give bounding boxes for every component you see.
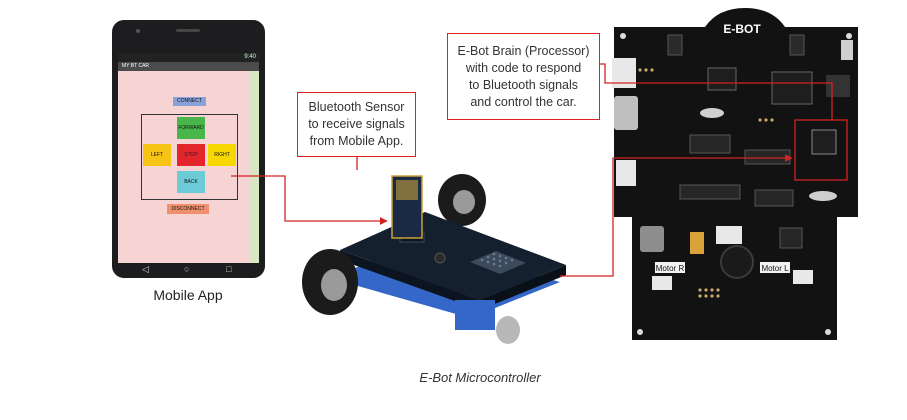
switch xyxy=(841,40,853,60)
led-matrix xyxy=(470,251,526,274)
callout-line: to receive signals xyxy=(308,117,405,131)
car-to-processor-arrow xyxy=(560,154,793,277)
annotation-lines xyxy=(231,63,848,277)
back-button[interactable]: BACK xyxy=(177,171,205,193)
white-connector xyxy=(716,226,742,244)
callout-line: Bluetooth Sensor xyxy=(308,100,405,114)
car-board-edge xyxy=(480,265,566,310)
screen-side-strip xyxy=(250,71,259,263)
nav-home-icon[interactable]: ○ xyxy=(184,264,190,274)
component xyxy=(789,34,805,56)
robot-car xyxy=(302,174,566,344)
component xyxy=(744,149,791,165)
status-bar: 9:40 xyxy=(118,53,259,62)
led-dots xyxy=(480,252,514,268)
bluetooth-sensor-callout: Bluetooth Sensor to receive signals from… xyxy=(297,92,416,157)
stop-button[interactable]: STOP xyxy=(177,144,205,166)
motor xyxy=(496,316,520,344)
left-button[interactable]: LEFT xyxy=(143,144,171,166)
chip xyxy=(771,71,813,105)
component xyxy=(667,34,683,56)
motor-l-label: Motor L xyxy=(761,264,789,273)
motor-r-label: Motor R xyxy=(656,264,685,273)
phone-nav-bar: ◁ ○ □ xyxy=(118,263,259,278)
forward-button[interactable]: FORWARD xyxy=(177,117,205,139)
connect-button[interactable]: CONNECT xyxy=(173,97,206,106)
right-button[interactable]: RIGHT xyxy=(208,144,236,166)
motor-r-connector xyxy=(652,276,672,290)
ebot-brain-callout: E-Bot Brain (Processor) with code to res… xyxy=(447,33,600,120)
board-logo: E-BOT xyxy=(723,22,761,36)
mobile-phone: 9:40 MY BT CAR CONNECT FORWARD LEFT STOP… xyxy=(112,20,265,278)
callout-line: from Mobile App. xyxy=(309,134,404,148)
figure-caption: E-Bot Microcontroller xyxy=(419,370,541,385)
phone-to-bluetooth-arrow xyxy=(231,175,388,225)
solder-pads xyxy=(638,68,774,298)
app-title-bar: MY BT CAR xyxy=(118,62,259,71)
car-board-edge xyxy=(340,250,480,310)
usb-port xyxy=(614,96,638,130)
processor-highlight-box xyxy=(794,119,848,181)
bluetooth-antenna xyxy=(396,180,418,200)
mount-hole xyxy=(637,329,643,335)
motor-l-tag xyxy=(760,262,790,273)
nav-back-icon[interactable]: ◁ xyxy=(142,264,149,274)
mount-hole xyxy=(620,33,626,39)
phone-camera xyxy=(136,29,140,33)
buzzer xyxy=(720,245,754,279)
wheel-hub xyxy=(321,269,347,301)
status-time: 9:40 xyxy=(244,54,256,60)
component xyxy=(754,189,794,207)
capacitor xyxy=(690,232,704,254)
app-title: MY BT CAR xyxy=(122,63,150,69)
header-pins xyxy=(826,75,850,97)
mobile-app-label: Mobile App xyxy=(153,287,223,303)
callout-line: E-Bot Brain (Processor) xyxy=(457,43,590,58)
car-buzzer xyxy=(434,252,446,264)
component xyxy=(679,184,741,200)
callout-line: and control the car. xyxy=(470,94,577,109)
white-connector xyxy=(616,160,636,186)
phone-speaker xyxy=(176,29,200,32)
processor-chip xyxy=(811,129,837,155)
component xyxy=(689,134,731,154)
control-pad-frame xyxy=(141,114,238,200)
motor-l-connector xyxy=(793,270,813,284)
inductor xyxy=(640,226,664,252)
wheel-hub xyxy=(453,190,475,214)
nav-recent-icon[interactable]: □ xyxy=(226,264,232,274)
phone-screen: 9:40 MY BT CAR CONNECT FORWARD LEFT STOP… xyxy=(118,53,259,263)
motor-r-tag xyxy=(655,262,685,273)
component xyxy=(779,227,803,249)
crystal xyxy=(809,191,837,201)
crystal xyxy=(700,108,724,118)
mount-hole xyxy=(846,33,852,39)
ebot-board: Motor R Motor L E-BOT xyxy=(612,8,858,340)
mount-hole xyxy=(825,329,831,335)
disconnect-button[interactable]: DISCONNECT xyxy=(167,204,209,214)
chassis-bracket xyxy=(455,300,495,330)
callout-line: to Bluetooth signals xyxy=(468,77,579,92)
chip xyxy=(707,67,737,91)
brain-callout-leader xyxy=(600,63,833,120)
callout-line: with code to respond xyxy=(465,60,582,75)
